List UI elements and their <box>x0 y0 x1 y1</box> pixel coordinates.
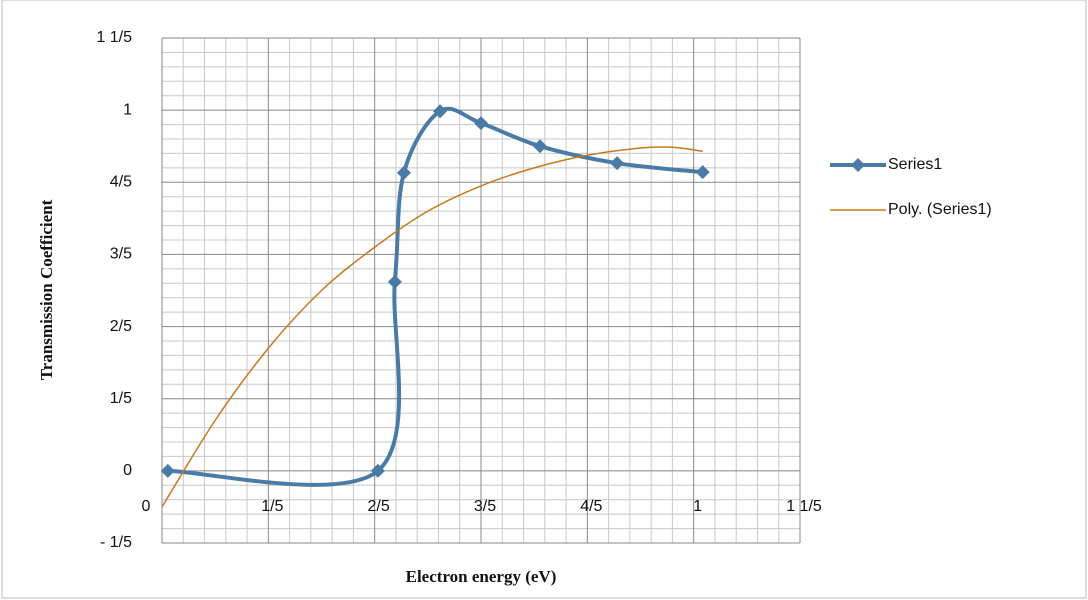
x-tick-label: 1 <box>693 498 702 515</box>
x-tick-label: 1/5 <box>261 498 283 515</box>
x-tick-label: 1 1/5 <box>786 498 822 515</box>
y-tick-label: 3/5 <box>110 246 132 263</box>
x-tick-label: 3/5 <box>474 498 496 515</box>
y-tick-label: 1 1/5 <box>96 29 132 46</box>
y-tick-label: 1/5 <box>110 390 132 407</box>
y-tick-label: 4/5 <box>110 174 132 191</box>
legend-label: Poly. (Series1) <box>888 201 992 218</box>
chart-frame <box>2 0 1086 598</box>
y-tick-label: 2/5 <box>110 318 132 335</box>
legend-label: Series1 <box>888 156 942 173</box>
y-tick-label: 1 <box>123 101 132 118</box>
chart: Electron energy (eV) Transmission Coeffi… <box>0 0 1088 600</box>
y-tick-label: - 1/5 <box>100 534 132 551</box>
x-tick-label: 0 <box>142 498 151 515</box>
y-axis-title: Transmission Coefficient <box>37 199 56 380</box>
x-tick-label: 2/5 <box>368 498 390 515</box>
x-tick-label: 4/5 <box>580 498 602 515</box>
y-tick-label: 0 <box>123 462 132 479</box>
x-axis-title: Electron energy (eV) <box>406 567 557 586</box>
